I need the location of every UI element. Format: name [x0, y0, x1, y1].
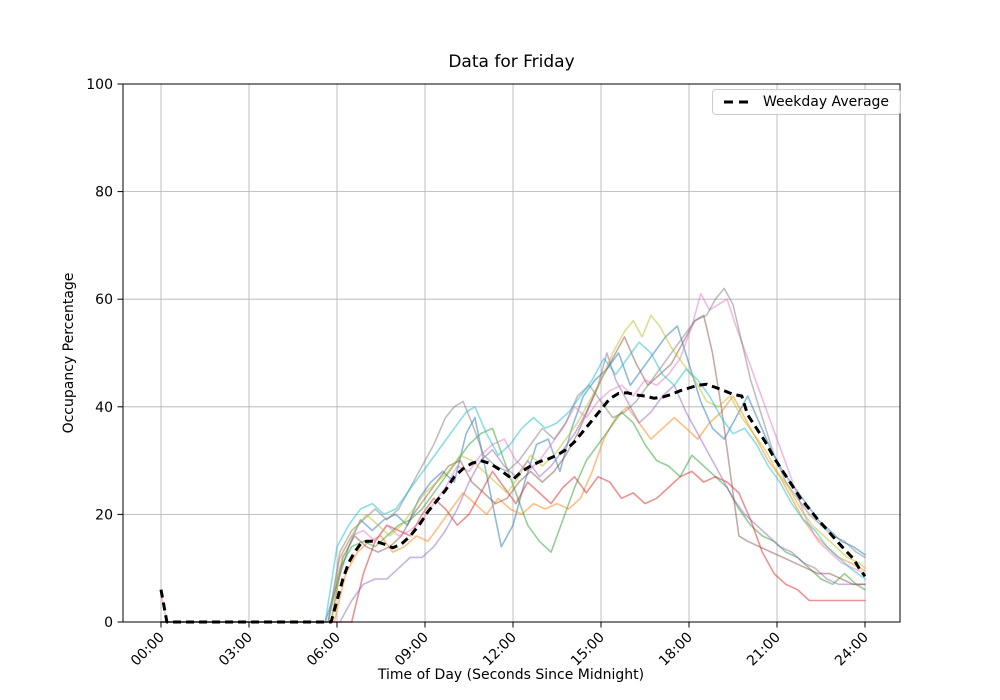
legend-label: Weekday Average: [763, 94, 890, 110]
x-tick-label: 24:00: [832, 630, 872, 670]
y-tick-label: 0: [104, 615, 113, 631]
x-tick-label: 09:00: [392, 630, 432, 670]
x-tick-label: 03:00: [216, 630, 256, 670]
day-series-line: [160, 470, 866, 623]
x-tick-label: 15:00: [568, 630, 608, 670]
x-tick-label: 06:00: [304, 630, 344, 670]
y-tick-label: 100: [86, 77, 113, 93]
dashed-line-icon: [724, 100, 754, 104]
x-tick-label: 18:00: [656, 630, 696, 670]
day-series-line: [160, 314, 866, 623]
x-tick-label: 12:00: [480, 630, 520, 670]
legend: Weekday Average: [712, 89, 902, 115]
day-series-line: [160, 292, 866, 623]
y-tick-label: 80: [95, 185, 113, 201]
average-line: [159, 382, 867, 624]
day-series-line: [160, 395, 866, 623]
x-tick-label: 00:00: [128, 630, 168, 670]
x-tick-label: 21:00: [744, 630, 784, 670]
y-axis-label: Occupancy Percentage: [61, 272, 77, 434]
axes-frame: [122, 83, 901, 623]
y-tick-label: 60: [95, 292, 113, 308]
y-tick-label: 20: [95, 507, 113, 523]
x-axis-label: Time of Day (Seconds Since Midnight): [377, 667, 645, 683]
day-series-line: [160, 341, 866, 623]
chart-title: Data for Friday: [448, 52, 575, 72]
y-tick-label: 40: [95, 400, 113, 416]
day-series-line: [160, 287, 866, 623]
